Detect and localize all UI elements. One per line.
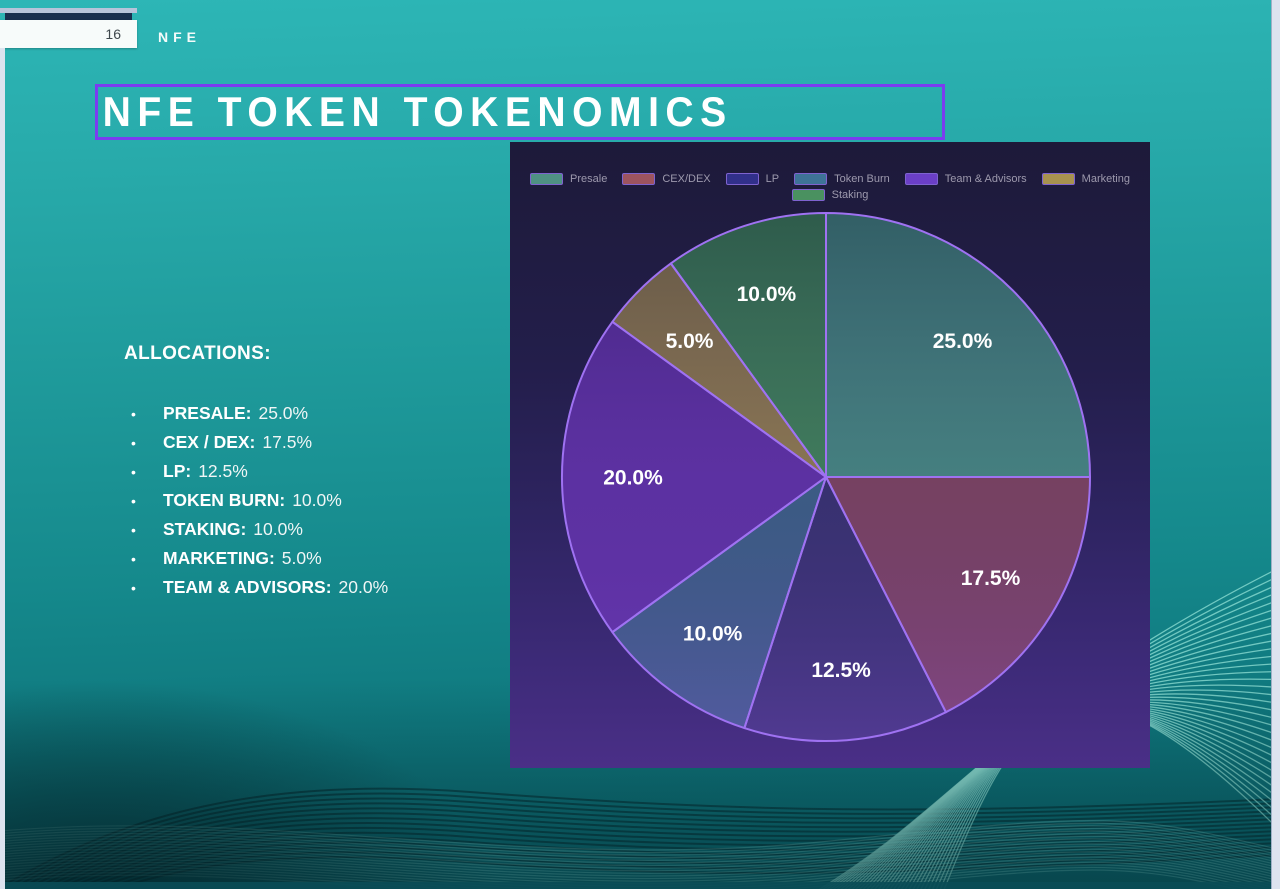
allocations-heading: ALLOCATIONS: (124, 343, 271, 364)
allocation-item: • TOKEN BURN: 10.0% (124, 486, 388, 515)
allocation-value: 20.0% (338, 577, 389, 597)
allocation-item: • LP: 12.5% (124, 457, 388, 486)
pie-slice-borders (561, 212, 1091, 742)
pie-slice-border (611, 476, 827, 730)
legend-swatch (1041, 173, 1075, 185)
viewer-right-margin (1271, 0, 1280, 889)
allocation-item: • MARKETING: 5.0% (124, 544, 388, 573)
legend-label: Team & Advisors (944, 173, 1027, 185)
legend-item-presale: Presale (530, 173, 607, 185)
bottom-edge-strip (0, 882, 1272, 889)
legend-swatch (904, 173, 938, 185)
legend-item-cex-dex: CEX/DEX (622, 173, 711, 185)
legend-row: Presale CEX/DEX LP Token Burn Team & Advisor… (530, 173, 1130, 185)
pie-value-label: 10.0% (683, 622, 743, 645)
pie-value-label: 17.5% (961, 567, 1021, 590)
legend-label: Token Burn (834, 173, 890, 185)
allocation-label: LP: (163, 461, 192, 481)
pie-value-label: 20.0% (603, 466, 663, 489)
allocation-item: • PRESALE: 25.0% (124, 399, 388, 428)
bullet: • (131, 405, 136, 422)
allocation-value: 10.0% (253, 519, 303, 539)
page-widget-top-line (0, 8, 137, 13)
allocation-value: 10.0% (292, 490, 342, 510)
pie-value-label: 5.0% (666, 330, 714, 353)
bullet: • (131, 492, 136, 509)
allocation-value: 5.0% (281, 548, 322, 568)
allocations-list: • PRESALE: 25.0% • CEX / DEX: 17.5% • LP: 12.5% •… (124, 399, 388, 602)
allocation-label: TEAM & ADVISORS: (163, 577, 332, 597)
legend-swatch (622, 173, 656, 185)
pie-value-label: 12.5% (811, 659, 871, 682)
pie-slice-border (825, 212, 1091, 478)
legend-label: LP (765, 173, 780, 185)
allocation-item: • TEAM & ADVISORS: 20.0% (124, 573, 388, 602)
chart-legend: Presale CEX/DEX LP Token Burn Team & Advisor… (510, 173, 1150, 201)
legend-swatch (794, 173, 828, 185)
bullet: • (131, 463, 136, 480)
legend-swatch (530, 173, 564, 185)
legend-item-team-advisors: Team & Advisors (904, 173, 1027, 185)
allocation-item: • CEX / DEX: 17.5% (124, 428, 388, 457)
allocation-label: TOKEN BURN: (163, 490, 286, 510)
bullet: • (131, 579, 136, 596)
allocation-value: 25.0% (258, 403, 309, 423)
allocation-label: STAKING: (163, 519, 247, 539)
legend-item-staking: Staking (791, 189, 869, 201)
viewer-left-margin (0, 48, 5, 889)
pie-value-label: 10.0% (737, 283, 797, 306)
pie-chart: 25.0% 17.5% 12.5% 10.0% 20.0% 5.0% 10.0% (561, 212, 1091, 742)
allocation-label: PRESALE: (163, 403, 252, 423)
allocation-value: 17.5% (262, 432, 313, 452)
slide-title: NFE TOKEN TOKENOMICS (102, 88, 733, 135)
bullet: • (131, 434, 136, 451)
bullet: • (131, 550, 136, 567)
slide-title-box[interactable]: NFE TOKEN TOKENOMICS (95, 84, 945, 140)
allocation-label: CEX / DEX: (163, 432, 256, 452)
page-number-box[interactable]: 16 (0, 20, 137, 48)
legend-label: Presale (570, 173, 608, 185)
brand-label: NFE (158, 29, 201, 45)
pie-slice-border (669, 212, 827, 478)
allocation-value: 12.5% (198, 461, 248, 481)
pie-slice-border (561, 320, 827, 634)
legend-label: Marketing (1081, 173, 1130, 185)
pie-chart-panel[interactable]: Presale CEX/DEX LP Token Burn Team & Advisor… (510, 142, 1150, 768)
legend-label: CEX/DEX (662, 173, 711, 185)
legend-item-token-burn: Token Burn (794, 173, 890, 185)
page-widget-navy-line (5, 13, 132, 20)
legend-swatch (791, 189, 825, 201)
legend-swatch (725, 173, 759, 185)
legend-item-marketing: Marketing (1041, 173, 1130, 185)
legend-label: Staking (831, 189, 869, 201)
legend-row: Staking (791, 189, 869, 201)
pie-value-label: 25.0% (933, 330, 993, 353)
bullet: • (131, 521, 136, 538)
legend-item-lp: LP (725, 173, 780, 185)
allocation-item: • STAKING: 10.0% (124, 515, 388, 544)
allocation-label: MARKETING: (163, 548, 275, 568)
